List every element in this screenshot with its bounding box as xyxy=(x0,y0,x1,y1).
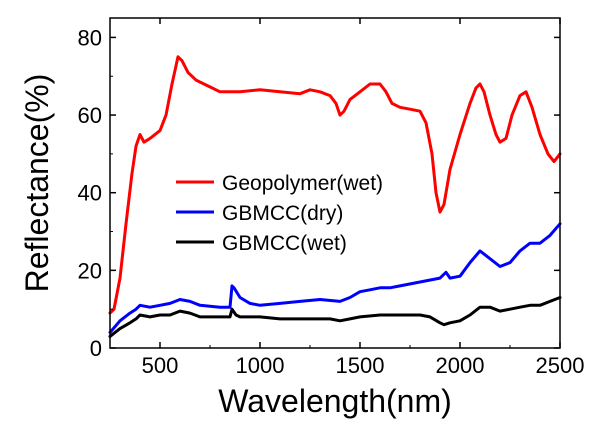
plot-frame xyxy=(109,17,561,349)
x-tick-label: 500 xyxy=(142,353,179,378)
y-tick-label: 20 xyxy=(78,258,102,283)
x-tick-label: 2500 xyxy=(536,353,585,378)
y-tick-label: 0 xyxy=(90,336,102,361)
series-line-1 xyxy=(108,55,562,315)
axis-ticks xyxy=(109,18,561,349)
y-tick-label: 60 xyxy=(78,103,102,128)
x-tick-label: 1500 xyxy=(336,353,385,378)
y-tick-label: 40 xyxy=(78,181,102,206)
legend-label-3: GBMCC(wet) xyxy=(222,232,347,255)
x-tick-label: 1000 xyxy=(236,353,285,378)
y-tick-label: 80 xyxy=(78,25,102,50)
x-tick-label: 2000 xyxy=(436,353,485,378)
legend-label-2: GBMCC(dry) xyxy=(222,202,343,225)
x-axis-title: Wavelength(nm) xyxy=(218,383,452,419)
legend: Geopolymer(wet) GBMCC(dry) GBMCC(wet) xyxy=(176,172,383,255)
series-line-3 xyxy=(108,296,562,338)
series-line-2 xyxy=(108,222,562,334)
plot-lines xyxy=(108,55,562,338)
y-axis-title: Reflectance(%) xyxy=(19,74,55,293)
legend-label-1: Geopolymer(wet) xyxy=(222,172,383,195)
tick-labels: 500 1000 1500 2000 2500 0 20 40 60 80 xyxy=(78,25,585,378)
